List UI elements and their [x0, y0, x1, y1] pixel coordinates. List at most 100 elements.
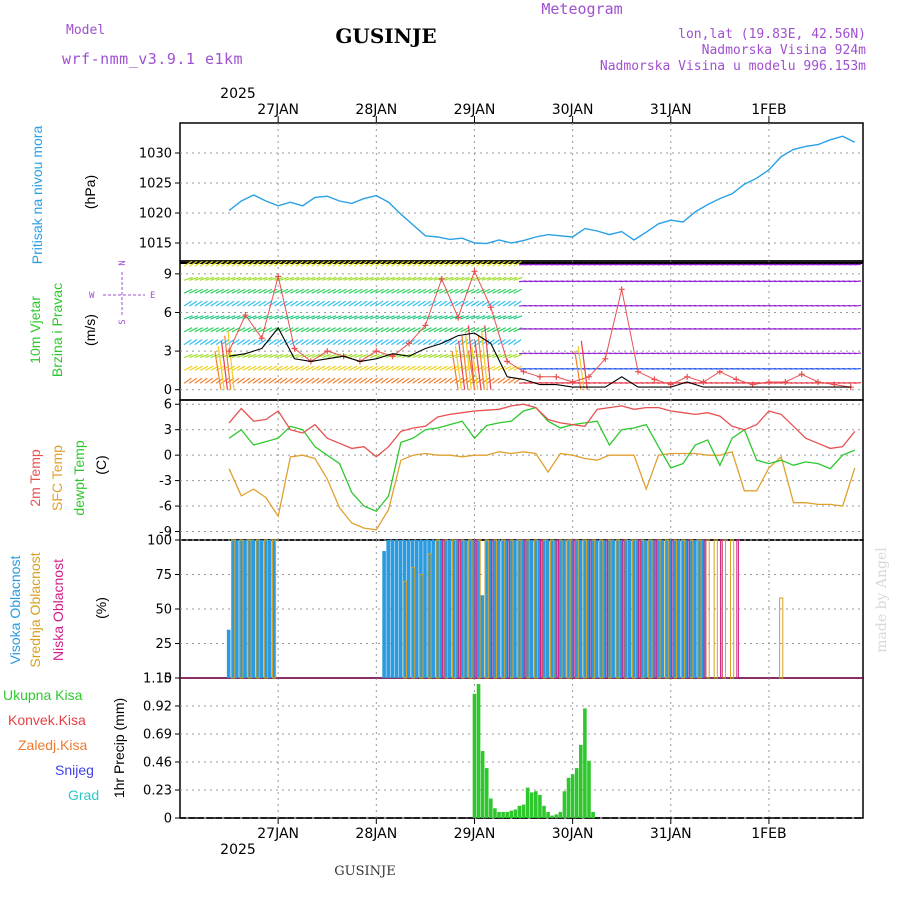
wind-barb	[194, 353, 204, 359]
wind-barb	[407, 300, 416, 307]
wind-barb	[189, 365, 198, 371]
wind-barb	[237, 353, 246, 359]
ytick-label: -6	[159, 500, 172, 515]
wind-barb	[454, 345, 462, 390]
wind-barb	[364, 327, 374, 333]
wind-barb	[327, 300, 336, 307]
wind-barb	[502, 276, 512, 281]
wind-barb	[252, 300, 262, 307]
wind-barb	[492, 365, 501, 371]
wind-barb	[284, 300, 293, 307]
ytick-label: -3	[159, 474, 172, 489]
wind-barb	[284, 288, 294, 294]
wind-barb	[322, 276, 332, 281]
wind-barb	[242, 288, 251, 294]
wind-barb	[467, 325, 476, 390]
gust-marker	[438, 276, 445, 283]
wind-barb	[194, 327, 204, 333]
mid-cloud-bar	[451, 539, 457, 679]
wind-barb	[364, 276, 374, 281]
wind-barb	[231, 300, 240, 307]
high-cloud-bar	[660, 540, 664, 678]
high-cloud-bar	[235, 540, 239, 678]
wind-barb	[300, 327, 310, 333]
gust-marker	[815, 378, 822, 385]
ytick-label: 1015	[139, 237, 172, 252]
wind-barb	[417, 260, 426, 267]
wind-barb	[423, 353, 432, 359]
wind-barb	[486, 327, 496, 333]
wind-barb	[327, 353, 337, 359]
wind-barb	[189, 300, 198, 307]
high-cloud-bar	[415, 540, 419, 678]
wind-barb	[327, 288, 336, 294]
wind-barb	[247, 353, 257, 359]
high-cloud-bar	[623, 540, 628, 678]
precip-bar	[566, 777, 571, 818]
wind-barb	[474, 340, 482, 390]
wind-barb	[369, 365, 379, 371]
low-cloud-bar	[458, 539, 461, 679]
gust-marker	[602, 355, 609, 362]
wind-barb	[311, 315, 321, 320]
wind-barb	[853, 328, 862, 330]
year-top: 2025	[220, 86, 256, 102]
sfc-temp-line	[228, 451, 856, 531]
wind-barb	[444, 260, 453, 267]
wind-barb	[226, 288, 235, 294]
high-cloud-bar	[251, 540, 256, 678]
wind-barb	[332, 288, 342, 294]
wind-barb	[470, 300, 480, 307]
wind-barb	[221, 288, 230, 294]
wind-barb	[385, 260, 395, 267]
gust-marker	[618, 286, 625, 293]
high-cloud-bar	[631, 540, 636, 678]
high-cloud-bar	[517, 540, 521, 678]
precip-bar	[529, 792, 534, 818]
ytick-label: 3	[164, 423, 172, 438]
wind-barb	[247, 260, 256, 267]
wind-barb	[343, 365, 352, 371]
high-cloud-bar	[566, 540, 570, 678]
high-cloud-bar	[496, 540, 501, 678]
wind-barb	[258, 315, 268, 320]
wind-barb	[337, 260, 347, 267]
mid-cloud-bar	[411, 567, 416, 679]
wind-barb	[332, 327, 342, 333]
wind-barb	[279, 339, 288, 346]
wind-barb	[236, 300, 246, 307]
wind-barb	[274, 365, 283, 371]
precip-bar	[513, 809, 518, 818]
wind-barb	[316, 377, 325, 384]
wind-barb	[853, 304, 862, 307]
wind-barb	[221, 315, 230, 320]
wind-barb	[502, 315, 512, 320]
wind-barb	[369, 327, 379, 333]
low-cloud-bar	[670, 539, 674, 679]
compass-w: W	[89, 291, 95, 301]
wind-barb	[183, 377, 192, 384]
wind-barb	[449, 339, 458, 346]
wind-barb	[396, 288, 406, 294]
high-cloud-bar	[541, 540, 546, 678]
wind-barb	[508, 276, 518, 281]
high-cloud-bar	[480, 595, 485, 678]
high-cloud-bar	[680, 540, 685, 678]
wind-barb	[369, 377, 378, 384]
wind-barb	[205, 276, 215, 281]
wind-barb	[380, 315, 390, 320]
wind-barb	[268, 315, 278, 320]
wind-barb	[385, 300, 395, 307]
wind-barb	[476, 327, 485, 333]
wind-barb	[252, 339, 262, 346]
wind-barb	[492, 339, 501, 346]
chart-marks	[180, 135, 863, 819]
wind-barb	[343, 288, 352, 294]
wind-barb	[242, 327, 251, 333]
wind-barb	[513, 276, 523, 281]
wind-barb	[311, 327, 320, 333]
wind-barb	[279, 377, 288, 384]
wind-barb	[338, 276, 347, 281]
low-cloud-bar	[507, 539, 510, 679]
wind-barb	[380, 327, 390, 333]
